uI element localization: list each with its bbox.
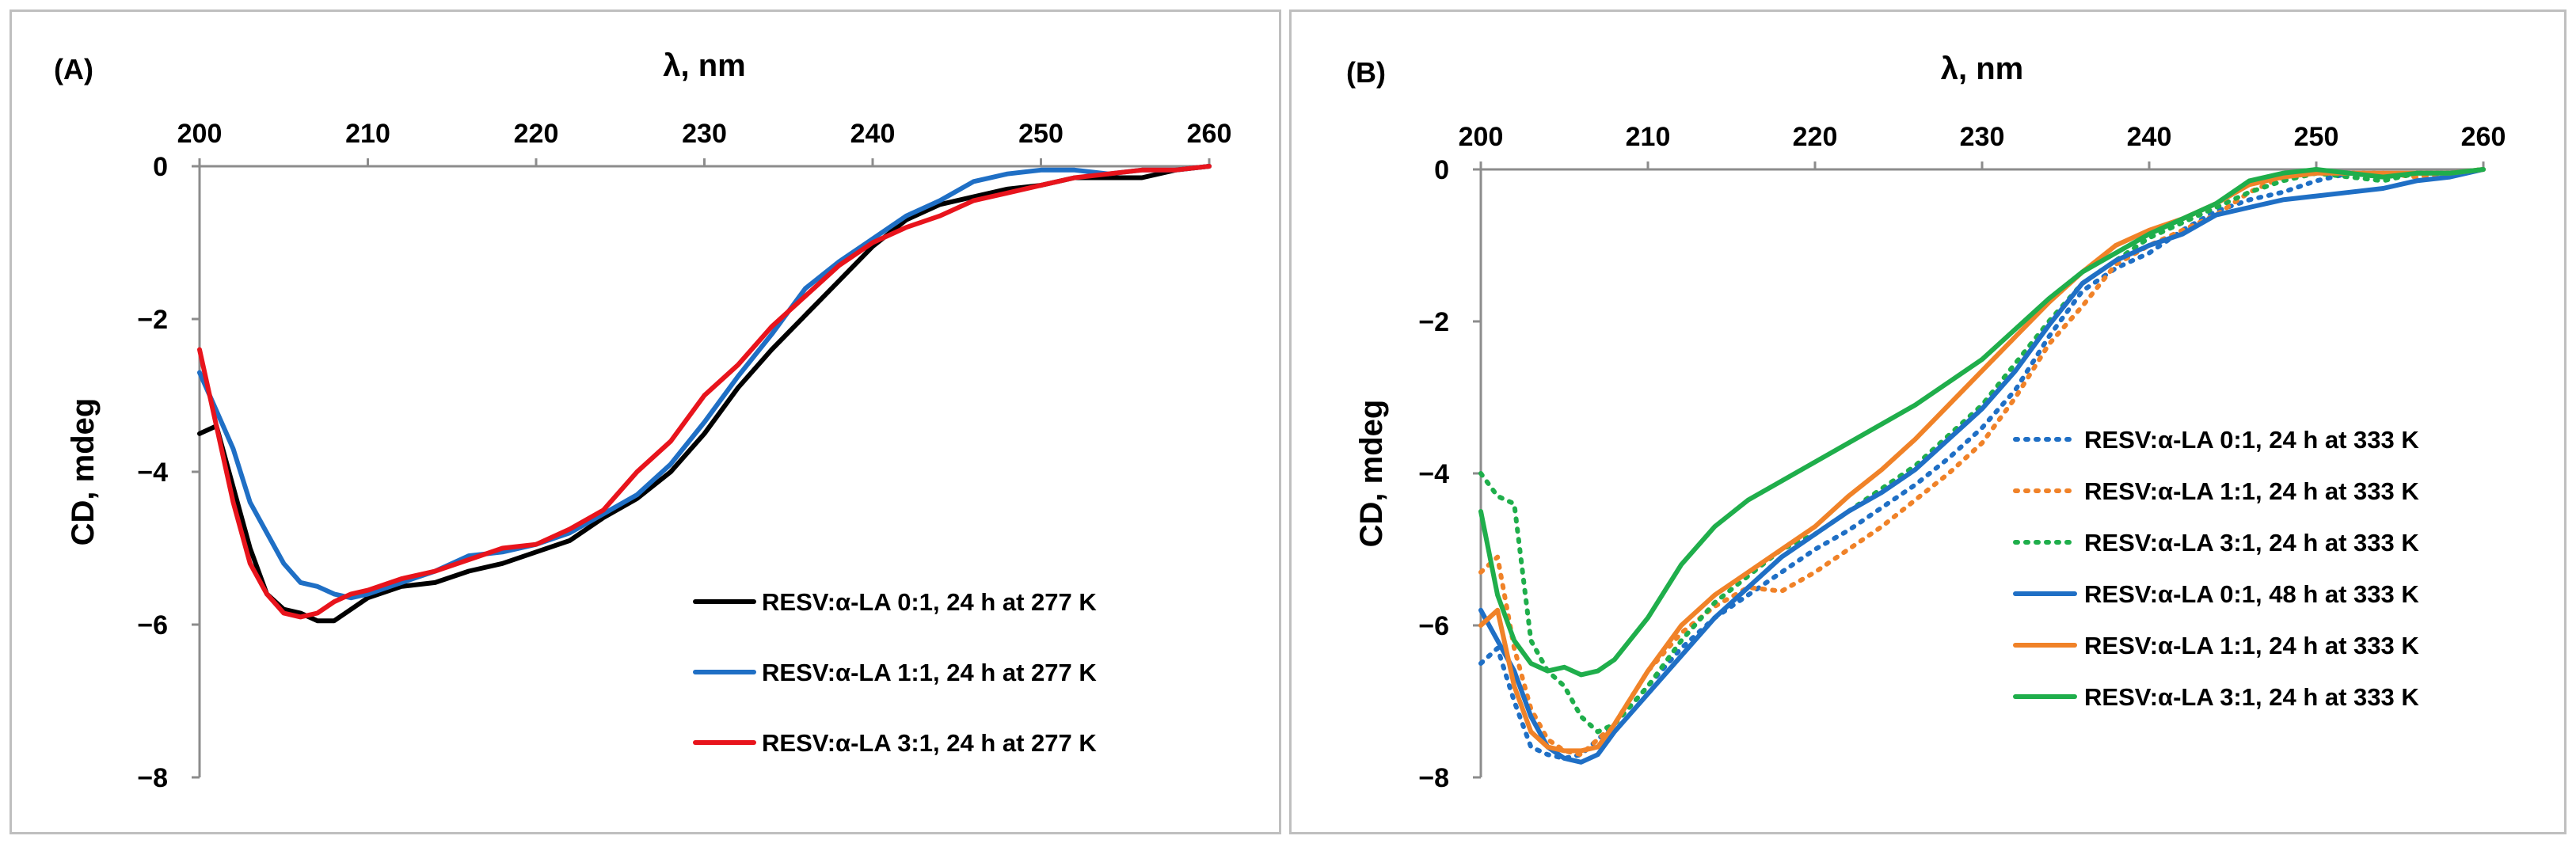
series-line-2 [1478, 167, 2486, 758]
y-tick-label: −2 [1418, 307, 1449, 337]
x-tick-label: 220 [514, 119, 559, 149]
series-line-3 [197, 164, 1212, 620]
chart-panel-b [1289, 9, 2566, 834]
y-tick-label: −8 [1418, 763, 1449, 793]
legend-label: RESV:α-LA 3:1, 24 h at 333 K [2084, 683, 2419, 711]
x-tick-label: 260 [2461, 122, 2506, 152]
x-tick-label: 240 [850, 119, 896, 149]
legend-label: RESV:α-LA 0:1, 48 h at 333 K [2084, 580, 2419, 608]
legend-label: RESV:α-LA 3:1, 24 h at 277 K [762, 729, 1097, 757]
series-line-4 [1478, 167, 2486, 765]
legend-label: RESV:α-LA 0:1, 24 h at 333 K [2084, 426, 2419, 454]
x-tick-label: 200 [1459, 122, 1504, 152]
legend-label: RESV:α-LA 1:1, 24 h at 333 K [2084, 477, 2419, 505]
series-line-3 [1478, 167, 2486, 735]
y-tick-label: −4 [137, 458, 168, 488]
y-tick-label: −4 [1418, 459, 1449, 489]
y-tick-label: −8 [137, 763, 168, 793]
x-axis-title: λ, nm [1941, 51, 2023, 86]
x-axis-title: λ, nm [663, 48, 745, 83]
y-tick-label: 0 [1434, 155, 1449, 185]
series-line-1 [1478, 167, 2486, 761]
legend-label: RESV:α-LA 3:1, 24 h at 333 K [2084, 529, 2419, 557]
y-tick-label: −6 [1418, 611, 1449, 641]
series-line-5 [1478, 167, 2486, 754]
x-tick-label: 220 [1793, 122, 1838, 152]
x-tick-label: 250 [1018, 119, 1064, 149]
x-tick-label: 200 [177, 119, 223, 149]
panel-label: (B) [1346, 56, 1386, 89]
x-tick-label: 260 [1187, 119, 1232, 149]
y-tick-label: −2 [137, 305, 168, 335]
x-tick-label: 250 [2294, 122, 2339, 152]
y-tick-label: 0 [153, 152, 168, 182]
legend-label: RESV:α-LA 1:1, 24 h at 333 K [2084, 632, 2419, 659]
chart-a: (A) λ, nm CD, mdeg 200 210 220 230 240 250 260 0 −2… [54, 48, 1231, 793]
chart-b: (B) λ, nm CD, mdeg 200 210 220 230 240 250 260 0 −2… [1346, 51, 2506, 793]
legend-label: RESV:α-LA 1:1, 24 h at 277 K [762, 659, 1097, 686]
y-tick-label: −6 [137, 610, 168, 640]
x-tick-label: 230 [1960, 122, 2005, 152]
x-tick-label: 230 [682, 119, 727, 149]
panel-label: (A) [54, 53, 93, 85]
x-tick-label: 240 [2127, 122, 2172, 152]
x-tick-label: 210 [345, 119, 390, 149]
y-axis-title: CD, mdeg [1354, 400, 1389, 548]
x-tick-label: 210 [1626, 122, 1671, 152]
legend-label: RESV:α-LA 0:1, 24 h at 277 K [762, 588, 1097, 616]
y-axis-title: CD, mdeg [66, 398, 101, 546]
series-line-1 [197, 164, 1212, 624]
series-line-2 [197, 164, 1212, 601]
series-line-6 [1478, 167, 2486, 678]
